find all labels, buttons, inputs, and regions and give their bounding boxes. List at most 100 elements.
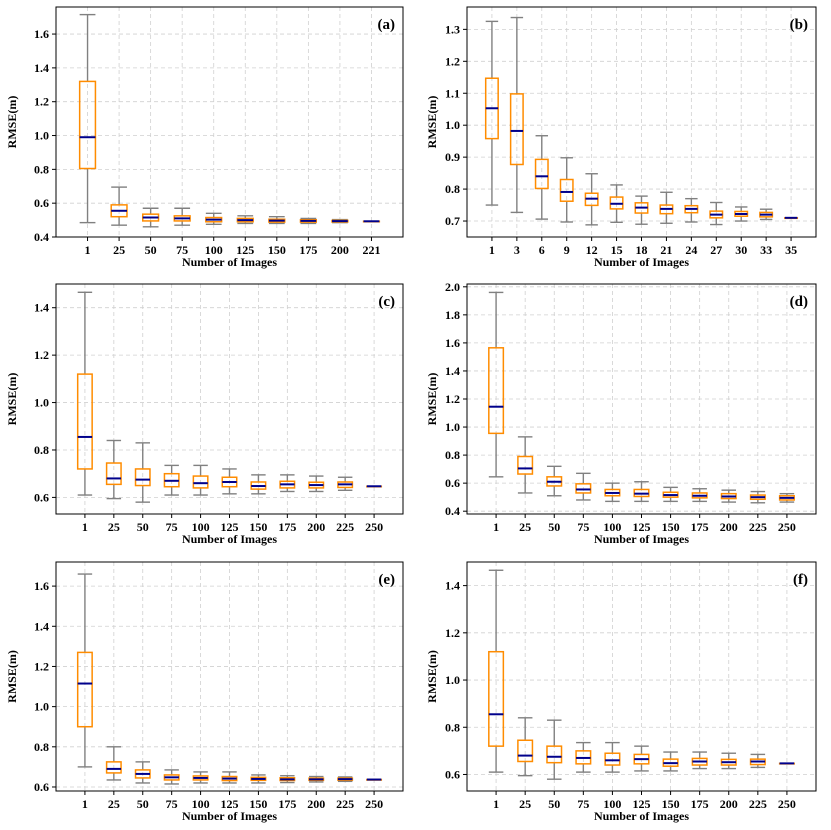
box-plot <box>163 464 180 496</box>
x-tick-label: 225 <box>749 520 767 534</box>
x-tick-label: 18 <box>636 243 648 257</box>
box-plot <box>299 217 317 225</box>
y-tick-label: 1.4 <box>34 61 49 75</box>
x-tick-label: 27 <box>710 243 722 257</box>
box-plot <box>268 216 286 225</box>
x-tick-label: 100 <box>192 797 210 811</box>
x-tick-label: 150 <box>268 243 286 257</box>
box-plot <box>134 761 151 784</box>
box <box>488 650 505 747</box>
y-tick-label: 1.4 <box>34 619 49 633</box>
x-tick-label: 25 <box>519 520 531 534</box>
box-plot <box>709 201 724 226</box>
panel-label: (c) <box>378 294 395 310</box>
box-plot <box>604 741 621 773</box>
x-tick-label: 225 <box>749 797 767 811</box>
box-plot <box>134 442 151 503</box>
x-tick-label: 50 <box>137 797 149 811</box>
y-tick-label: 0.6 <box>445 476 460 490</box>
box-plot <box>720 752 737 770</box>
y-tick-label: 1.2 <box>445 392 460 406</box>
x-tick-label: 1 <box>85 243 91 257</box>
y-axis-label: RMSE(m) <box>5 96 19 149</box>
box-plot <box>691 751 708 770</box>
y-tick-label: 1.1 <box>445 86 460 100</box>
y-tick-label: 0.8 <box>445 182 460 196</box>
box-plot <box>662 486 679 503</box>
x-tick-label: 1 <box>82 797 88 811</box>
y-tick-label: 1.0 <box>445 420 460 434</box>
x-tick-label: 50 <box>145 243 157 257</box>
y-tick-label: 2.0 <box>445 280 460 294</box>
box-plot <box>308 475 325 493</box>
box-plot <box>163 769 180 785</box>
box-plot <box>279 474 296 493</box>
y-tick-label: 1.8 <box>445 308 460 322</box>
x-tick-label: 150 <box>662 797 680 811</box>
box-plot <box>331 218 349 224</box>
x-tick-label: 12 <box>586 243 598 257</box>
box <box>517 455 534 475</box>
box-plot <box>546 465 563 497</box>
x-tick-label: 250 <box>365 797 383 811</box>
panel-label: (a) <box>378 17 396 33</box>
y-tick-label: 0.6 <box>34 490 49 504</box>
y-tick-label: 1.6 <box>445 336 460 350</box>
box-plot <box>633 481 650 503</box>
box-plot <box>633 745 650 772</box>
y-axis-label: RMSE(m) <box>5 373 19 426</box>
y-tick-label: 1.2 <box>445 54 460 68</box>
y-tick-label: 0.6 <box>445 767 460 781</box>
box-plot <box>192 464 209 496</box>
x-tick-label: 21 <box>660 243 672 257</box>
box <box>534 158 549 190</box>
x-tick-label: 225 <box>336 797 354 811</box>
x-axis-label: Number of Images <box>594 255 689 269</box>
box-plot <box>659 191 674 224</box>
y-axis-label: RMSE(m) <box>425 96 439 149</box>
panel-label: (b) <box>790 17 808 33</box>
box-plot <box>734 206 749 222</box>
box <box>575 483 592 494</box>
y-axis-label: RMSE(m) <box>425 650 439 703</box>
box <box>509 93 524 166</box>
x-tick-label: 25 <box>519 797 531 811</box>
panel-label: (f) <box>793 572 808 588</box>
x-tick-label: 125 <box>633 520 651 534</box>
chart-panel: 0.60.81.01.21.41.61 25 50 75 100 125 150 175 200… <box>5 561 404 823</box>
box-plot <box>362 220 381 223</box>
box-plot <box>192 771 209 784</box>
box-plot <box>205 212 223 226</box>
x-tick-label: 100 <box>603 520 621 534</box>
box <box>76 651 93 728</box>
box-plot <box>105 746 122 781</box>
chart-panel: 0.60.81.01.21.41 25 50 75 100 125 150 175 200 225… <box>425 561 817 823</box>
x-tick-label: 75 <box>176 243 188 257</box>
y-tick-label: 1.2 <box>34 348 49 362</box>
x-tick-label: 1 <box>82 520 88 534</box>
box-plot <box>778 762 795 765</box>
chart-panel: 0.7 0.8 0.9 1.0 1.1 1.2 1.3 1 3 6 9 12 15 18 21 24 27 30 3… <box>425 6 817 269</box>
panel-label: (d) <box>790 294 808 310</box>
y-tick-label: 0.6 <box>34 196 49 210</box>
y-tick-label: 0.9 <box>445 150 460 164</box>
box-plot <box>509 16 524 214</box>
y-tick-label: 0.8 <box>34 162 49 176</box>
x-tick-label: 1 <box>489 243 495 257</box>
x-tick-label: 50 <box>548 520 560 534</box>
box-plot <box>488 291 505 478</box>
x-tick-label: 15 <box>611 243 623 257</box>
box-plot <box>778 492 795 503</box>
box <box>105 462 122 486</box>
y-tick-label: 1.0 <box>445 118 460 132</box>
x-tick-label: 221 <box>362 243 380 257</box>
box-plot <box>250 474 267 495</box>
box-plot <box>173 207 191 226</box>
x-tick-label: 125 <box>221 520 239 534</box>
x-tick-label: 6 <box>539 243 545 257</box>
x-tick-label: 175 <box>691 797 709 811</box>
box-plot <box>684 197 699 223</box>
box-plot <box>142 207 160 228</box>
box-plot <box>279 775 296 784</box>
